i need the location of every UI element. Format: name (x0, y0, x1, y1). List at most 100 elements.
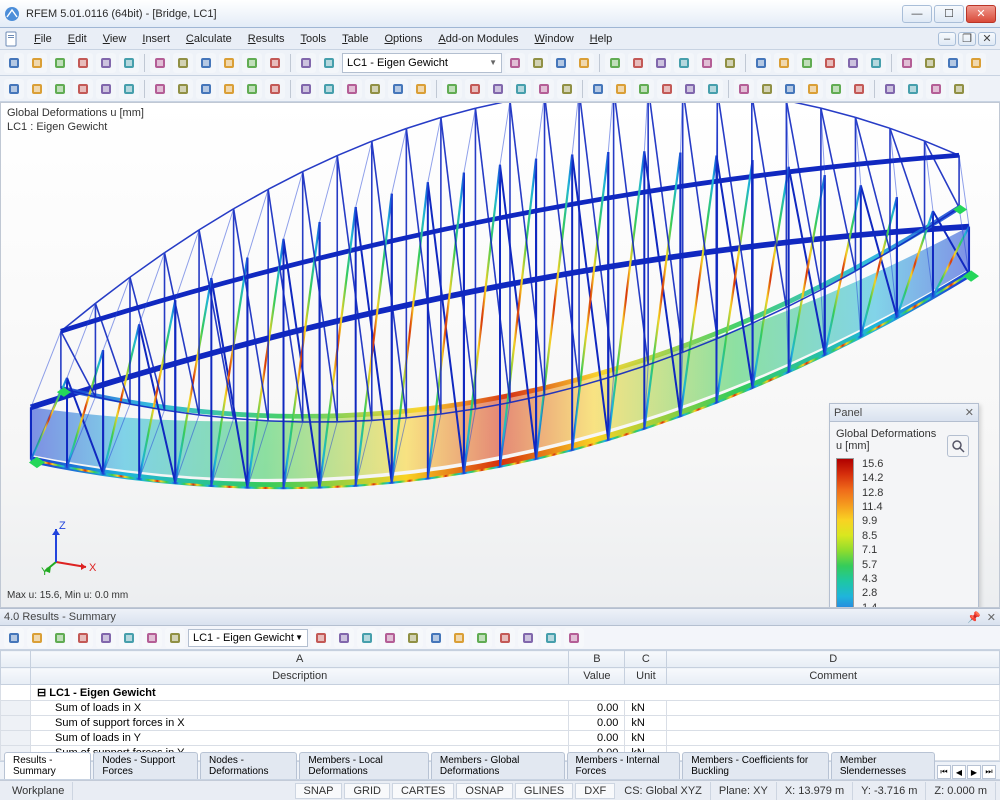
snap-toggle-snap[interactable]: SNAP (295, 783, 343, 799)
results-tool-button[interactable] (165, 628, 185, 648)
results-tool-button[interactable] (518, 628, 538, 648)
toolbar-button[interactable] (196, 53, 216, 73)
hdr-description[interactable]: Description (31, 668, 569, 685)
tab-nav-next[interactable]: ▶ (967, 765, 981, 779)
toolbar-button[interactable] (488, 79, 508, 99)
toolbar-button[interactable] (50, 53, 70, 73)
toolbar-button[interactable] (528, 53, 548, 73)
results-tool-button[interactable] (472, 628, 492, 648)
toolbar-button[interactable] (697, 53, 717, 73)
results-tool-button[interactable] (564, 628, 584, 648)
results-pin-icon[interactable]: 📌 (967, 611, 981, 624)
toolbar-button[interactable] (27, 53, 47, 73)
toolbar-button[interactable] (551, 53, 571, 73)
results-tool-button[interactable] (380, 628, 400, 648)
toolbar-button[interactable] (826, 79, 846, 99)
toolbar-button[interactable] (442, 79, 462, 99)
toolbar-button[interactable] (96, 79, 116, 99)
menu-table[interactable]: Table (334, 31, 376, 47)
results-tool-button[interactable] (119, 628, 139, 648)
menu-insert[interactable]: Insert (134, 31, 178, 47)
results-tool-button[interactable] (27, 628, 47, 648)
toolbar-button[interactable] (605, 53, 625, 73)
toolbar-button[interactable] (803, 79, 823, 99)
toolbar-button[interactable] (342, 79, 362, 99)
menu-window[interactable]: Window (527, 31, 582, 47)
tab-results-summary[interactable]: Results - Summary (4, 752, 91, 779)
toolbar-button[interactable] (703, 79, 723, 99)
toolbar-button[interactable] (734, 79, 754, 99)
toolbar-button[interactable] (926, 79, 946, 99)
toolbar-button[interactable] (150, 79, 170, 99)
hdr-unit[interactable]: Unit (625, 668, 667, 685)
hdr-value[interactable]: Value (569, 668, 625, 685)
toolbar-button[interactable] (219, 53, 239, 73)
col-A[interactable]: A (31, 651, 569, 668)
col-rowhead[interactable] (1, 651, 31, 668)
toolbar-button[interactable] (574, 53, 594, 73)
toolbar-button[interactable] (73, 53, 93, 73)
menu-tools[interactable]: Tools (292, 31, 334, 47)
toolbar-button[interactable] (96, 53, 116, 73)
menu-help[interactable]: Help (582, 31, 621, 47)
toolbar-button[interactable] (880, 79, 900, 99)
toolbar-button[interactable] (680, 79, 700, 99)
toolbar-button[interactable] (651, 53, 671, 73)
toolbar-button[interactable] (920, 53, 940, 73)
results-tool-button[interactable] (73, 628, 93, 648)
toolbar-button[interactable] (720, 53, 740, 73)
table-group-row[interactable]: ⊟ LC1 - Eigen Gewicht (1, 685, 1000, 701)
toolbar-button[interactable] (757, 79, 777, 99)
menu-add-on-modules[interactable]: Add-on Modules (430, 31, 526, 47)
toolbar-button[interactable] (866, 53, 886, 73)
toolbar-button[interactable] (774, 53, 794, 73)
toolbar-button[interactable] (903, 79, 923, 99)
toolbar-button[interactable] (465, 79, 485, 99)
toolbar-button[interactable] (628, 53, 648, 73)
col-C[interactable]: C (625, 651, 667, 668)
results-tool-button[interactable] (426, 628, 446, 648)
menu-calculate[interactable]: Calculate (178, 31, 240, 47)
mdi-minimize-button[interactable]: – (938, 32, 956, 46)
menu-view[interactable]: View (95, 31, 135, 47)
results-tool-button[interactable] (334, 628, 354, 648)
results-panel-header[interactable]: 4.0 Results - Summary 📌✕ (0, 608, 1000, 626)
toolbar-button[interactable] (119, 79, 139, 99)
menu-results[interactable]: Results (240, 31, 293, 47)
col-B[interactable]: B (569, 651, 625, 668)
results-tool-button[interactable] (311, 628, 331, 648)
results-tool-button[interactable] (96, 628, 116, 648)
toolbar-button[interactable] (265, 79, 285, 99)
toolbar-button[interactable] (634, 79, 654, 99)
toolbar-button[interactable] (173, 53, 193, 73)
snap-toggle-dxf[interactable]: DXF (575, 783, 615, 799)
toolbar-button[interactable] (196, 79, 216, 99)
tab-nodes-support-forces[interactable]: Nodes - Support Forces (93, 752, 198, 779)
toolbar-button[interactable] (365, 79, 385, 99)
toolbar-button[interactable] (534, 79, 554, 99)
toolbar-button[interactable] (265, 53, 285, 73)
toolbar-button[interactable] (557, 79, 577, 99)
viewport-3d[interactable]: Global Deformations u [mm] LC1 : Eigen G… (0, 102, 1000, 608)
toolbar-button[interactable] (242, 53, 262, 73)
toolbar-button[interactable] (296, 53, 316, 73)
results-tool-button[interactable] (142, 628, 162, 648)
tab-members-local-deformations[interactable]: Members - Local Deformations (299, 752, 429, 779)
mdi-restore-button[interactable]: ❐ (958, 32, 976, 46)
table-row[interactable]: Sum of support forces in X0.00kN (1, 716, 1000, 731)
menu-options[interactable]: Options (376, 31, 430, 47)
tab-nodes-deformations[interactable]: Nodes - Deformations (200, 752, 297, 779)
toolbar-button[interactable] (73, 79, 93, 99)
toolbar-button[interactable] (296, 79, 316, 99)
results-tool-button[interactable] (495, 628, 515, 648)
mdi-close-button[interactable]: ✕ (978, 32, 996, 46)
toolbar-button[interactable] (949, 79, 969, 99)
legend-header[interactable]: Panel ✕ (830, 404, 978, 422)
results-tool-button[interactable] (4, 628, 24, 648)
tab-members-internal-forces[interactable]: Members - Internal Forces (567, 752, 681, 779)
results-close-icon[interactable]: ✕ (987, 611, 996, 624)
legend-close-icon[interactable]: ✕ (965, 406, 974, 419)
snap-toggle-osnap[interactable]: OSNAP (456, 783, 513, 799)
toolbar-button[interactable] (319, 79, 339, 99)
tab-members-global-deformations[interactable]: Members - Global Deformations (431, 752, 565, 779)
